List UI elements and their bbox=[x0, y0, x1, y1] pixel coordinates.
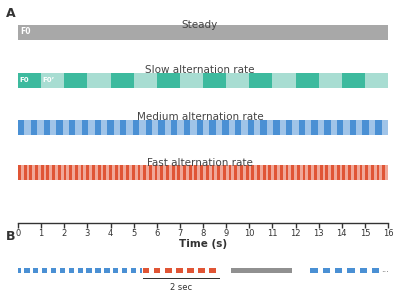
Text: F0: F0 bbox=[19, 77, 29, 83]
Text: Fast alternation rate: Fast alternation rate bbox=[147, 158, 253, 168]
Text: 2 sec: 2 sec bbox=[170, 283, 192, 292]
Text: ...: ... bbox=[381, 266, 389, 275]
Text: B: B bbox=[6, 230, 16, 243]
Text: A: A bbox=[6, 7, 16, 20]
X-axis label: Time (s): Time (s) bbox=[179, 239, 227, 249]
Text: F0’: F0’ bbox=[42, 77, 54, 83]
Text: F0: F0 bbox=[20, 27, 30, 37]
Text: Slow alternation rate: Slow alternation rate bbox=[145, 65, 255, 75]
Text: Steady: Steady bbox=[182, 20, 218, 30]
Text: Medium alternation rate: Medium alternation rate bbox=[137, 112, 263, 122]
